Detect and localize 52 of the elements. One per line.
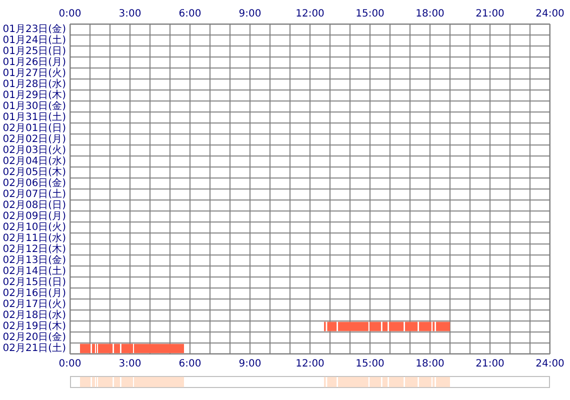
y-tick-label: 02月11日(水) [2,232,66,244]
y-tick-label: 02月01日(日) [2,123,66,134]
x-tick-label: 12:00 [296,358,324,370]
y-tick-label: 02月13日(金) [2,254,66,266]
x-tick-label: 21:00 [476,358,504,370]
x-tick-label: 24:00 [536,358,564,370]
y-tick-label: 01月27日(火) [2,67,66,80]
y-tick-label: 02月14日(土) [2,265,66,278]
y-tick-label: 02月15日(日) [2,277,66,288]
x-tick-label: 18:00 [416,358,444,370]
y-tick-label: 01月24日(土) [2,34,66,46]
bar [80,376,91,388]
x-tick-label: 9:00 [238,358,262,370]
y-tick-label: 02月20日(金) [2,331,66,344]
y-tick-label: 02月09日(月) [2,211,66,222]
y-tick-label: 01月30日(金) [2,100,66,112]
y-tick-label: 02月02日(月) [2,134,66,146]
y-tick-label: 02月05日(木) [2,166,66,178]
y-tick-label: 02月04日(水) [2,155,66,168]
x2-tick-label: 24:00 [536,8,564,20]
y-tick-label: 02月19日(木) [2,320,66,332]
x-tick-label: 6:00 [178,358,202,370]
y-tick-label: 02月12日(木) [2,243,66,256]
y-tick-label: 01月26日(月) [2,57,66,68]
x2-tick-label: 0:00 [58,8,82,20]
y-tick-label: 01月23日(金) [2,23,66,36]
x2-tick-label: 12:00 [296,8,324,20]
y-tick-label: 01月28日(水) [2,78,66,90]
y-tick-label: 01月29日(木) [2,89,66,102]
y-tick-label: 02月16日(月) [2,288,66,300]
y-tick-label: 02月10日(火) [2,221,66,234]
y-tick-label: 01月25日(日) [2,46,66,58]
x2-tick-label: 6:00 [178,8,202,20]
y-tick-label: 02月17日(火) [2,298,66,310]
x-tick-label: 3:00 [118,358,142,370]
bar [436,322,450,332]
x2-tick-label: 3:00 [118,8,142,20]
x2-tick-label: 15:00 [356,8,384,20]
x-tick-label: 15:00 [356,358,384,370]
x2-tick-label: 21:00 [476,8,504,20]
y-tick-label: 02月03日(火) [2,144,66,156]
bar [436,376,450,388]
y-tick-label: 01月31日(土) [2,111,66,124]
y-tick-label: 02月18日(水) [2,309,66,322]
x2-tick-label: 9:00 [238,8,262,20]
y-tick-label: 02月08日(日) [2,200,66,212]
y-tick-label: 02月21日(土) [2,342,66,354]
x-tick-label: 0:00 [58,358,82,370]
x2-tick-label: 18:00 [416,8,444,20]
y-tick-label: 02月06日(金) [2,177,66,190]
bar [80,344,91,354]
y-tick-label: 02月07日(土) [2,188,66,200]
